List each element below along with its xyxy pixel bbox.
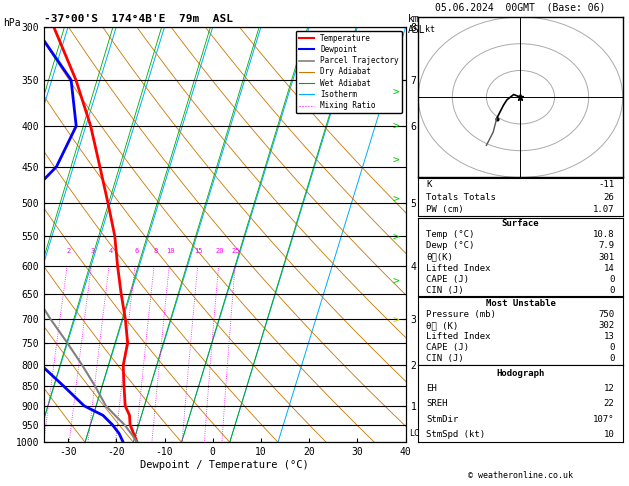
Text: 4: 4 [108, 248, 113, 254]
Text: hPa: hPa [3, 18, 21, 28]
Text: 12: 12 [604, 384, 615, 393]
Text: 6: 6 [134, 248, 138, 254]
Text: © weatheronline.co.uk: © weatheronline.co.uk [468, 471, 573, 480]
Text: Lifted Index: Lifted Index [426, 264, 491, 273]
Text: Surface: Surface [502, 219, 539, 228]
Text: 3: 3 [91, 248, 95, 254]
Text: >: > [393, 316, 399, 326]
Text: LCL: LCL [409, 429, 425, 438]
Text: 13: 13 [604, 332, 615, 341]
Text: 26: 26 [604, 193, 615, 202]
Text: 15: 15 [194, 248, 203, 254]
Text: 750: 750 [598, 310, 615, 319]
Text: CIN (J): CIN (J) [426, 286, 464, 295]
Text: 107°: 107° [593, 415, 615, 424]
Text: 7.9: 7.9 [598, 242, 615, 250]
Text: Most Unstable: Most Unstable [486, 298, 555, 308]
Text: >: > [393, 194, 399, 204]
Text: >: > [393, 122, 399, 131]
Text: θᴇ (K): θᴇ (K) [426, 321, 459, 330]
Text: Pressure (mb): Pressure (mb) [426, 310, 496, 319]
Text: 25: 25 [232, 248, 240, 254]
Text: Temp (°C): Temp (°C) [426, 230, 475, 239]
Text: -11: -11 [598, 180, 615, 189]
Text: >: > [393, 233, 399, 243]
Text: 8: 8 [153, 248, 157, 254]
Text: Totals Totals: Totals Totals [426, 193, 496, 202]
Text: 14: 14 [604, 264, 615, 273]
Text: 0: 0 [609, 275, 615, 284]
Text: -37°00'S  174°4B'E  79m  ASL: -37°00'S 174°4B'E 79m ASL [44, 14, 233, 24]
Text: kt: kt [425, 25, 435, 34]
Text: 0: 0 [609, 354, 615, 364]
Text: km
ASL: km ASL [408, 14, 425, 35]
Text: EH: EH [426, 384, 437, 393]
Text: CIN (J): CIN (J) [426, 354, 464, 364]
Text: SREH: SREH [426, 399, 448, 408]
Text: 302: 302 [598, 321, 615, 330]
Legend: Temperature, Dewpoint, Parcel Trajectory, Dry Adiabat, Wet Adiabat, Isotherm, Mi: Temperature, Dewpoint, Parcel Trajectory… [296, 31, 402, 113]
Y-axis label: Mixing Ratio (g/kg): Mixing Ratio (g/kg) [422, 179, 432, 290]
Text: 1.07: 1.07 [593, 206, 615, 214]
X-axis label: Dewpoint / Temperature (°C): Dewpoint / Temperature (°C) [140, 460, 309, 470]
Text: Lifted Index: Lifted Index [426, 332, 491, 341]
Text: 22: 22 [604, 399, 615, 408]
Text: CAPE (J): CAPE (J) [426, 275, 469, 284]
Text: >: > [393, 156, 399, 165]
Text: StmDir: StmDir [426, 415, 459, 424]
Text: PW (cm): PW (cm) [426, 206, 464, 214]
Text: 05.06.2024  00GMT  (Base: 06): 05.06.2024 00GMT (Base: 06) [435, 2, 606, 13]
Text: θᴇ(K): θᴇ(K) [426, 253, 454, 261]
Text: CAPE (J): CAPE (J) [426, 343, 469, 352]
Text: Dewp (°C): Dewp (°C) [426, 242, 475, 250]
Text: StmSpd (kt): StmSpd (kt) [426, 430, 486, 439]
Text: 301: 301 [598, 253, 615, 261]
Text: 10: 10 [604, 430, 615, 439]
Text: 10: 10 [166, 248, 175, 254]
Text: >: > [393, 87, 399, 97]
Text: >: > [393, 277, 399, 287]
Text: 20: 20 [215, 248, 224, 254]
Text: K: K [426, 180, 432, 189]
Text: Hodograph: Hodograph [496, 369, 545, 378]
Text: 0: 0 [609, 286, 615, 295]
Text: 2: 2 [67, 248, 71, 254]
Text: 0: 0 [609, 343, 615, 352]
Text: 10.8: 10.8 [593, 230, 615, 239]
